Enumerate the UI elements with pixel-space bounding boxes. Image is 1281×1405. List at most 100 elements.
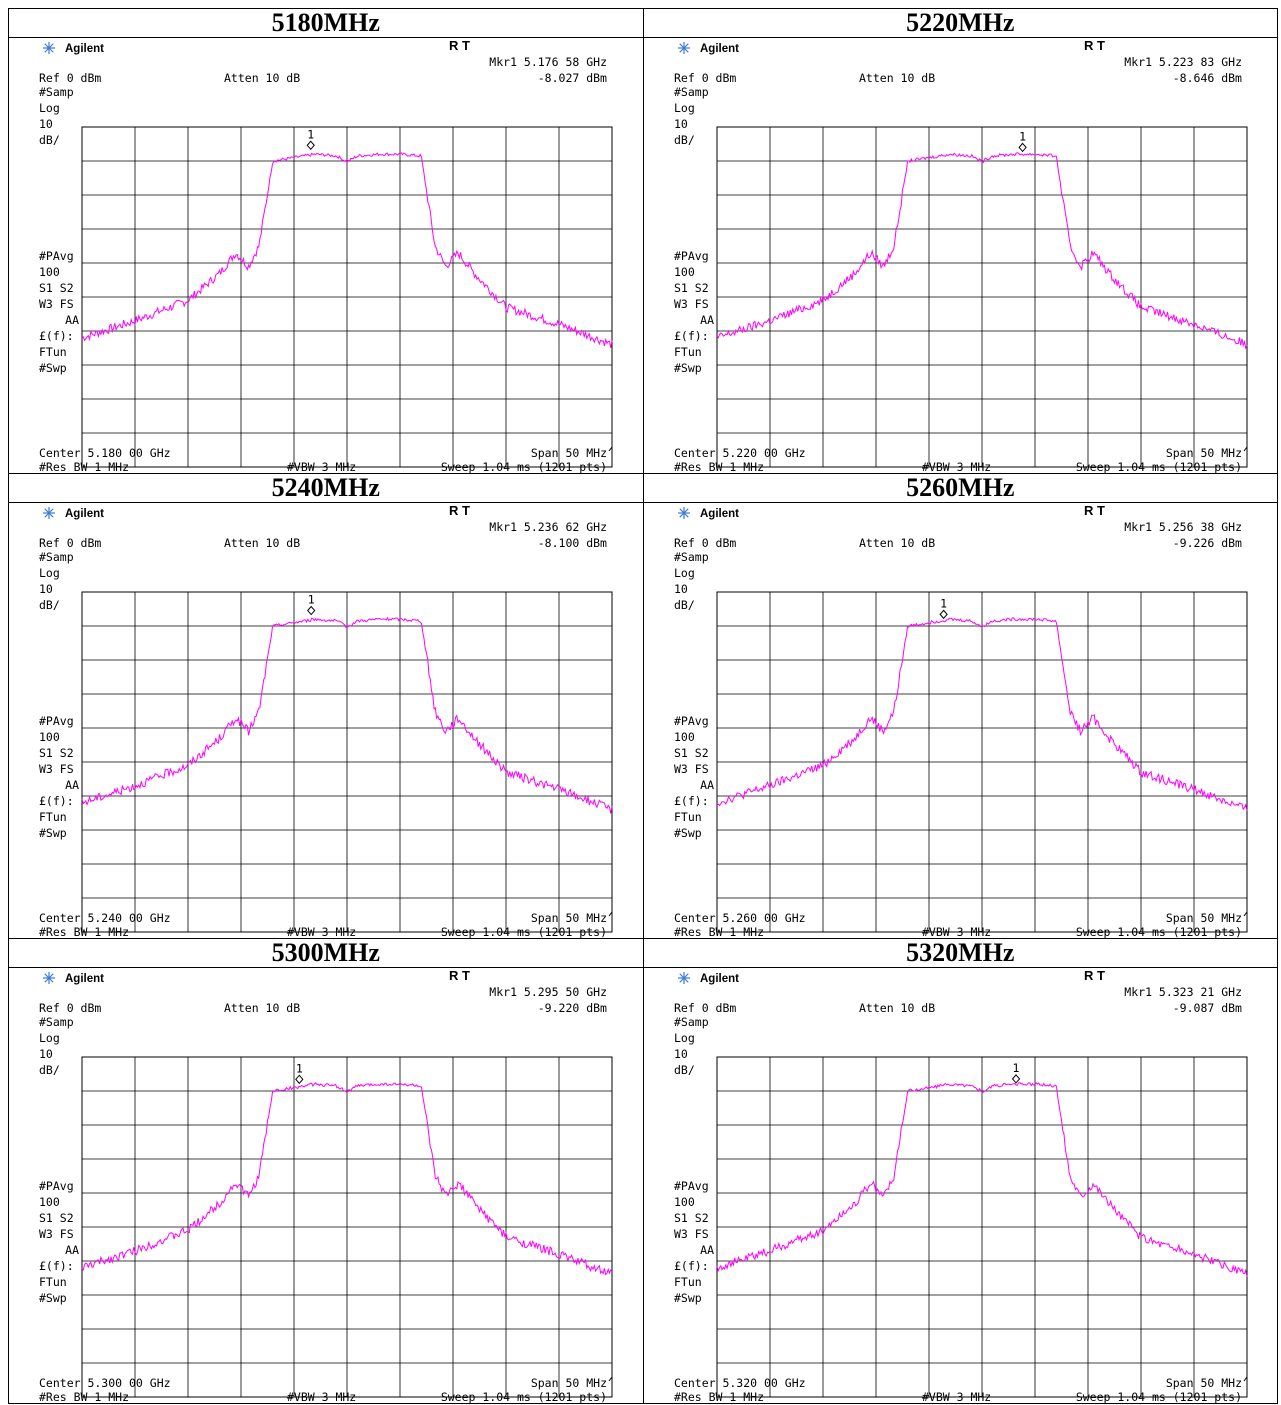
- spectrum-analyzer-screen: Agilent R T Mkr1 5.236 62 GHz Ref 0 dBm Atte…: [39, 503, 613, 938]
- span-label: Span 50 MHz: [531, 1376, 607, 1390]
- left-panel-label: 10: [39, 1047, 53, 1061]
- sweep-time-label: Sweep 1.04 ms (1201 pts): [441, 460, 607, 473]
- left-panel-label: S1 S2: [39, 1211, 74, 1225]
- status-indicator: R T: [1084, 968, 1105, 983]
- overload-tick: [1243, 911, 1247, 917]
- left-panel-label: #PAvg: [39, 1179, 74, 1193]
- left-panel-label: dB/: [39, 598, 60, 612]
- marker-level-readout: -8.027 dBm: [538, 71, 607, 85]
- attenuation-label: Atten 10 dB: [224, 536, 300, 550]
- left-panel-label: AA: [65, 313, 79, 327]
- agilent-spark-icon: [43, 507, 55, 519]
- marker-level-readout: -9.226 dBm: [1172, 536, 1241, 550]
- video-bandwidth-label: #VBW 3 MHz: [287, 460, 356, 473]
- brand-label: Agilent: [700, 508, 739, 520]
- left-panel-label: 100: [674, 730, 695, 744]
- left-panel-label: W3 FS: [39, 297, 74, 311]
- video-bandwidth-label: #VBW 3 MHz: [287, 1390, 356, 1403]
- left-panel-label: FTun: [674, 810, 702, 824]
- left-panel-label: Log: [39, 1031, 60, 1045]
- agilent-spark-icon: [43, 42, 55, 54]
- attenuation-label: Atten 10 dB: [224, 71, 300, 85]
- panel-title-5220: 5220MHz: [642, 8, 1278, 38]
- brand-label: Agilent: [700, 973, 739, 985]
- left-panel-label: dB/: [39, 133, 60, 147]
- left-panel-label: Log: [674, 1031, 695, 1045]
- spectrum-trace: [81, 152, 613, 348]
- left-panel-label: FTun: [674, 1275, 702, 1289]
- marker-diamond-icon: [306, 140, 315, 151]
- marker-number: 1: [307, 127, 314, 141]
- left-panel-label: Log: [674, 566, 695, 580]
- left-panel-label: #Samp: [39, 550, 74, 564]
- marker-frequency-readout: Mkr1 5.256 38 GHz: [1124, 520, 1242, 534]
- resolution-bandwidth-label: #Res BW 1 MHz: [39, 925, 129, 938]
- span-label: Span 50 MHz: [531, 911, 607, 925]
- attenuation-label: Atten 10 dB: [859, 1001, 935, 1015]
- left-panel-label: 10: [39, 582, 53, 596]
- video-bandwidth-label: #VBW 3 MHz: [287, 925, 356, 938]
- center-frequency-label: Center 5.260 00 GHz: [674, 911, 806, 925]
- panel-title-5240: 5240MHz: [8, 473, 644, 503]
- left-panel-label: #PAvg: [674, 714, 709, 728]
- span-label: Span 50 MHz: [531, 446, 607, 460]
- left-panel-label: W3 FS: [39, 1227, 74, 1241]
- overload-tick: [1243, 446, 1247, 452]
- left-panel-label: #Swp: [39, 361, 67, 375]
- left-panel-label: Log: [674, 101, 695, 115]
- left-panel-label: 100: [39, 265, 60, 279]
- left-panel-label: dB/: [39, 1063, 60, 1077]
- video-bandwidth-label: #VBW 3 MHz: [922, 1390, 991, 1403]
- sweep-time-label: Sweep 1.04 ms (1201 pts): [1075, 460, 1241, 473]
- status-indicator: R T: [449, 38, 470, 53]
- left-panel-label: 10: [674, 1047, 688, 1061]
- sweep-time-label: Sweep 1.04 ms (1201 pts): [441, 1390, 607, 1403]
- marker-number: 1: [308, 593, 315, 607]
- marker-frequency-readout: Mkr1 5.295 50 GHz: [489, 985, 607, 999]
- panel-title-5300: 5300MHz: [8, 938, 644, 968]
- left-panel-label: £(f):: [674, 794, 709, 808]
- left-panel-label: FTun: [674, 345, 702, 359]
- sweep-time-label: Sweep 1.04 ms (1201 pts): [1075, 925, 1241, 938]
- resolution-bandwidth-label: #Res BW 1 MHz: [674, 1390, 764, 1403]
- reference-level-label: Ref 0 dBm: [39, 71, 101, 85]
- left-panel-label: dB/: [674, 1063, 695, 1077]
- agilent-spark-icon: [677, 507, 690, 519]
- left-panel-label: W3 FS: [674, 1227, 709, 1241]
- left-panel-label: dB/: [674, 133, 695, 147]
- spectrum-analyzer-screen: Agilent R T Mkr1 5.256 38 GHz Ref 0 dBm Atte…: [674, 503, 1247, 938]
- left-panel-label: £(f):: [39, 794, 74, 808]
- overload-tick: [608, 911, 613, 917]
- spectrum-trace: [716, 1082, 1247, 1277]
- spectrum-analyzer-screen: Agilent R T Mkr1 5.176 58 GHz Ref 0 dBm Atte…: [39, 38, 613, 473]
- left-panel-label: #PAvg: [674, 249, 709, 263]
- left-panel-label: Log: [39, 566, 60, 580]
- left-panel-label: W3 FS: [674, 297, 709, 311]
- resolution-bandwidth-label: #Res BW 1 MHz: [39, 460, 129, 473]
- span-label: Span 50 MHz: [1165, 446, 1241, 460]
- marker-number: 1: [1019, 129, 1026, 143]
- resolution-bandwidth-label: #Res BW 1 MHz: [39, 1390, 129, 1403]
- left-panel-label: AA: [700, 778, 714, 792]
- marker-number: 1: [940, 596, 947, 610]
- left-panel-label: #Samp: [674, 1015, 709, 1029]
- left-panel-label: #Swp: [674, 1291, 702, 1305]
- spectrum-plot-table: 5180MHz 5220MHz Agilent R T Mkr1 5.176 58 …: [8, 8, 1278, 1404]
- sweep-time-label: Sweep 1.04 ms (1201 pts): [441, 925, 607, 938]
- left-panel-label: AA: [65, 1243, 79, 1257]
- left-panel-label: S1 S2: [39, 281, 74, 295]
- left-panel-label: FTun: [39, 810, 67, 824]
- status-indicator: R T: [1084, 503, 1105, 518]
- left-panel-label: 100: [674, 1195, 695, 1209]
- plot-cell: Agilent R T Mkr1 5.256 38 GHz Ref 0 dBm Atte…: [642, 502, 1278, 939]
- left-panel-label: 100: [39, 1195, 60, 1209]
- marker-number: 1: [1012, 1061, 1019, 1075]
- center-frequency-label: Center 5.320 00 GHz: [674, 1376, 806, 1390]
- left-panel-label: £(f):: [674, 329, 709, 343]
- center-frequency-label: Center 5.240 00 GHz: [39, 911, 171, 925]
- left-panel-label: #Swp: [39, 1291, 67, 1305]
- left-panel-label: 10: [674, 117, 688, 131]
- panel-title-5180: 5180MHz: [8, 8, 644, 38]
- left-panel-label: #Samp: [39, 85, 74, 99]
- marker-frequency-readout: Mkr1 5.236 62 GHz: [489, 520, 607, 534]
